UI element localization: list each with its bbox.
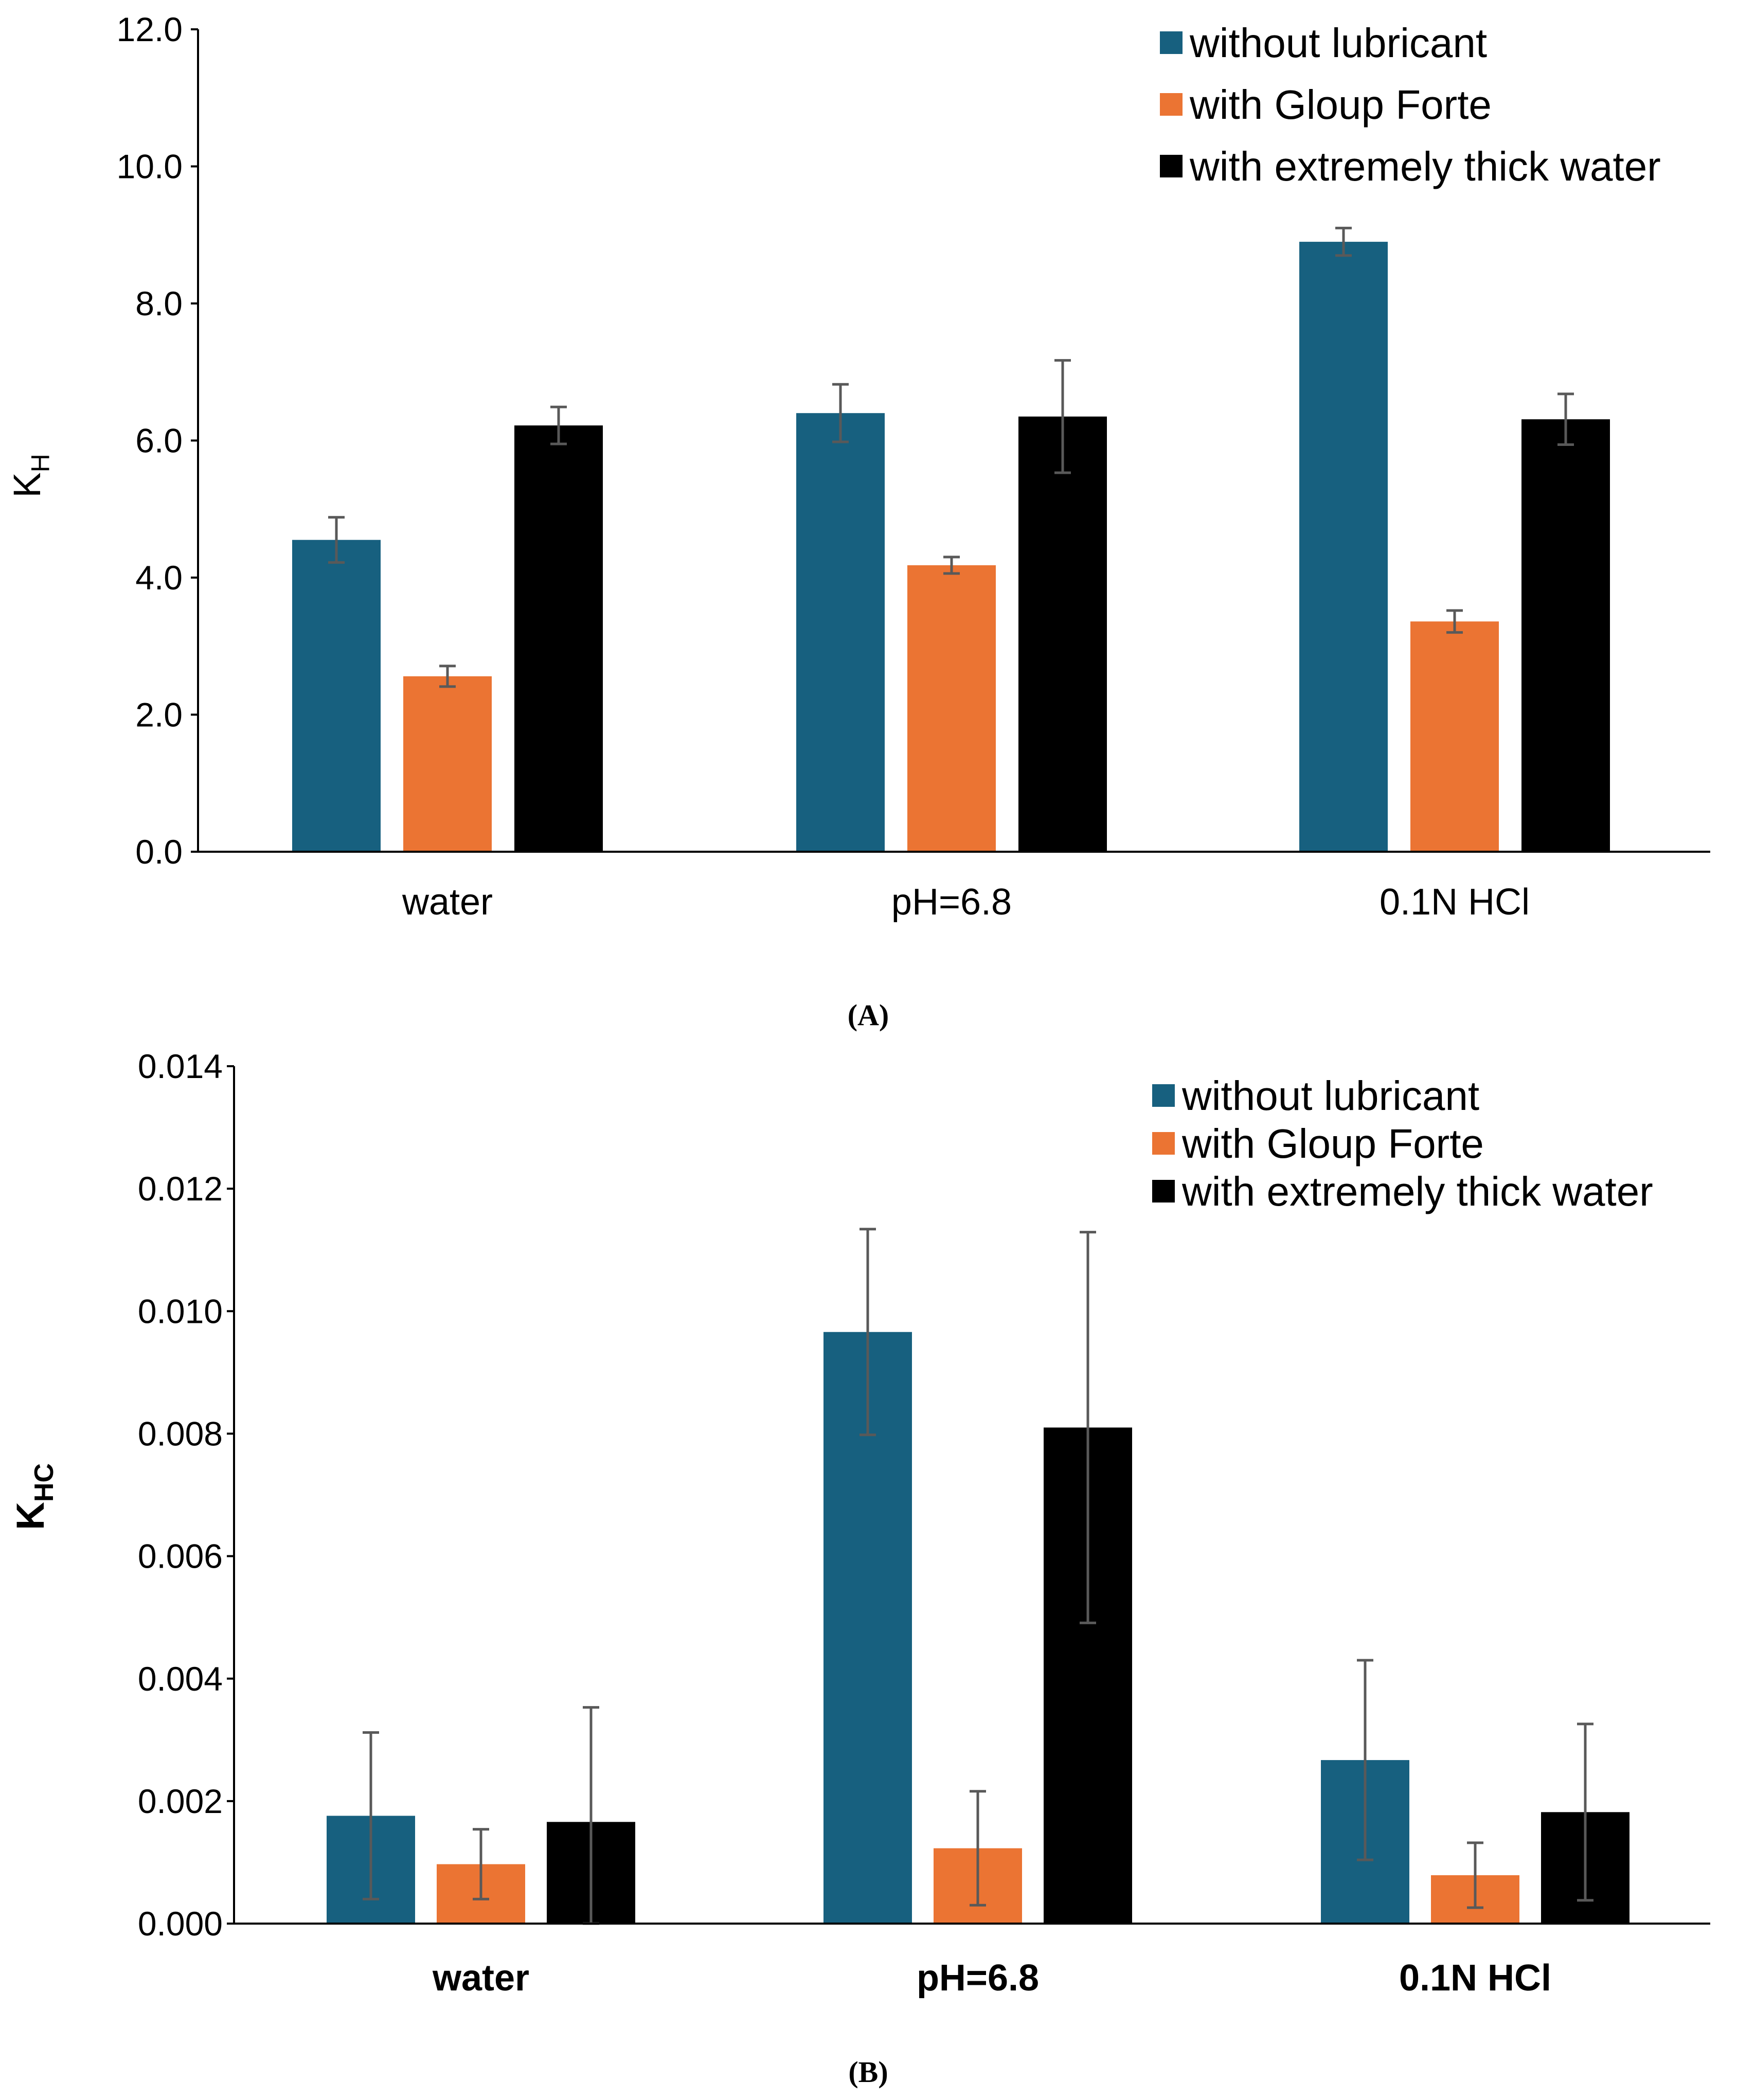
y-tick-label: 0.004 [138,1660,223,1698]
legend-label: without lubricant [1189,20,1487,66]
y-tick-label: 0.002 [138,1782,223,1820]
legend-label: with extremely thick water [1181,1169,1653,1214]
legend-label: with Gloup Forte [1189,82,1492,128]
y-tick-label: 0.006 [138,1537,223,1575]
y-axis-label: KHC [9,1463,59,1530]
legend-swatch [1160,93,1183,116]
chart-b: 0.000 0.002 0.004 0.006 0.008 0.010 0.012 0.014… [9,1047,1710,2089]
y-axis-label: KH [6,454,55,497]
x-tick-label: 0.1N HCl [1399,1958,1551,1999]
y-tick-label: 0.010 [138,1292,223,1330]
y-tick-label: 0.008 [138,1415,223,1453]
legend-label: without lubricant [1181,1073,1479,1119]
x-tick-label: pH=6.8 [917,1958,1039,1999]
y-tick-label: 4.0 [135,559,183,597]
y-tick-label: 6.0 [135,422,183,460]
x-tick-label: water [432,1958,529,1999]
chart-a: 0.0 2.0 4.0 6.0 8.0 10.0 12.0 KH water pH=6.8 0.1N… [6,10,1710,1032]
figure-caption: (B) [848,2055,888,2089]
y-tick-label: 0.012 [138,1170,223,1208]
bar [403,676,492,852]
y-tick-label: 2.0 [135,696,183,734]
legend: without lubricant with Gloup Forte with ex… [1160,20,1661,189]
x-tick-label: water [402,882,493,923]
figure-caption: (A) [848,998,889,1032]
x-tick-label: pH=6.8 [891,882,1012,923]
bar [292,540,381,852]
y-tick-label: 0.0 [135,833,183,871]
bar [1521,419,1610,852]
legend-swatch [1152,1132,1175,1155]
bar [1018,416,1107,852]
y-tick-label: 8.0 [135,284,183,322]
legend-swatch [1152,1180,1175,1202]
bar [1299,242,1388,852]
legend-label: with Gloup Forte [1181,1121,1484,1166]
x-tick-label: 0.1N HCl [1380,882,1530,923]
bar [796,413,885,852]
y-tick-label: 10.0 [117,148,183,186]
bar [514,425,603,852]
legend-swatch [1152,1084,1175,1107]
legend-swatch [1160,31,1183,54]
y-tick-label: 12.0 [117,10,183,48]
y-tick-label: 0.000 [138,1905,223,1943]
y-tick-label: 0.014 [138,1047,223,1085]
bar [907,565,996,852]
legend-swatch [1160,155,1183,177]
bar [1410,621,1499,852]
legend-label: with extremely thick water [1189,143,1661,189]
